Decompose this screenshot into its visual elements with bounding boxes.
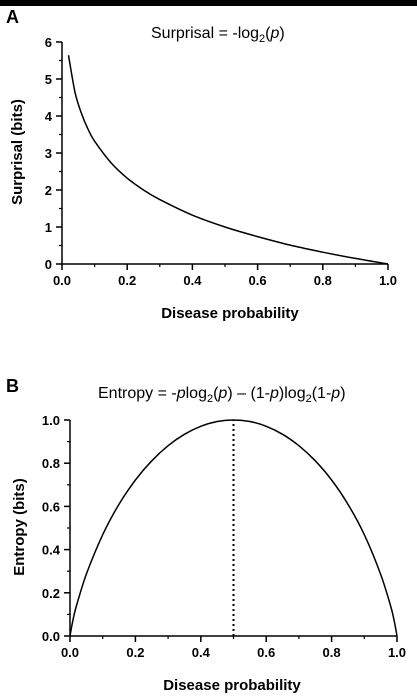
y-axis-title: Entropy (bits) [11, 478, 28, 576]
y-tick-label: 6 [45, 35, 52, 50]
x-tick-label: 0.4 [192, 645, 211, 660]
y-tick-label: 5 [45, 72, 52, 87]
chart-surprisal: A Surprisal = -log2(p) 0.0 0.2 0.4 0.6 0.8 1.… [6, 7, 397, 322]
series-line [67, 55, 389, 265]
x-tick-label: 1.0 [388, 645, 406, 660]
x-tick-label: 0.4 [183, 273, 202, 288]
y-tick-label: 0.8 [42, 456, 60, 471]
x-tick-label: 1.0 [379, 273, 397, 288]
x-axis-title: Disease probability [161, 305, 299, 322]
y-tick-label: 4 [45, 109, 53, 124]
y-tick-label: 3 [45, 146, 52, 161]
panel-letter-a: A [6, 7, 19, 27]
y-tick-label: 1 [45, 220, 52, 235]
x-tick-label: 0.6 [257, 645, 275, 660]
y-tick-label: 2 [45, 183, 52, 198]
x-tick-label: 0.0 [61, 645, 79, 660]
x-tick-label: 0.8 [314, 273, 332, 288]
equation-entropy: Entropy = -plog2(p) – (1-p)log2(1-p) [98, 385, 346, 405]
x-tick-label: 0.2 [126, 645, 144, 660]
y-tick-label: 0.0 [42, 629, 60, 644]
y-tick-label: 1.0 [42, 413, 60, 428]
x-axis-title: Disease probability [163, 677, 301, 694]
y-axis-title: Surprisal (bits) [9, 99, 26, 205]
series-line [69, 419, 398, 637]
y-tick-label: 0 [45, 257, 52, 272]
x-tick-label: 0.6 [249, 273, 267, 288]
panel-letter-b: B [6, 376, 19, 396]
x-tick-label: 0.2 [118, 273, 136, 288]
top-border [0, 0, 417, 6]
y-tick-label: 0.2 [42, 586, 60, 601]
x-tick-label: 0.0 [53, 273, 71, 288]
y-tick-label: 0.4 [42, 543, 61, 558]
chart-entropy: B Entropy = -plog2(p) – (1-p)log2(1-p) 0… [6, 376, 406, 694]
y-tick-label: 0.6 [42, 499, 60, 514]
x-tick-label: 0.8 [323, 645, 341, 660]
equation-surprisal: Surprisal = -log2(p) [151, 25, 285, 45]
